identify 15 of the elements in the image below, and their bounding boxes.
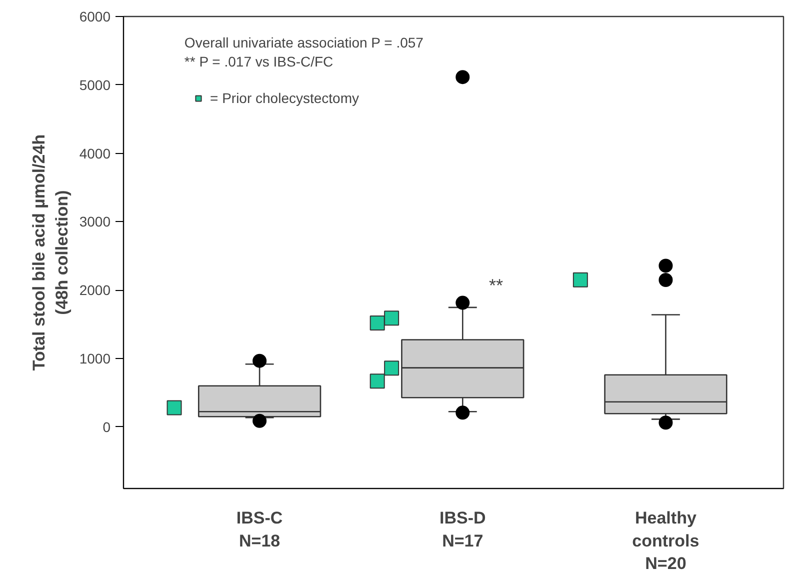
annotation: ** P = .017 vs IBS-C/FC — [184, 53, 334, 70]
x-tick-label: Healthy controls N=20 — [632, 508, 700, 574]
y-tick-label: 5000 — [79, 76, 111, 93]
x-tick-label: IBS-C N=18 — [236, 508, 283, 550]
x-tick-label: IBS-D N=17 — [440, 508, 486, 550]
legend-label: = Prior cholecystectomy — [210, 90, 359, 106]
y-tick-label: 1000 — [79, 350, 111, 367]
y-tick-label: 4000 — [79, 145, 111, 162]
annotation: ** — [489, 276, 504, 296]
y-tick-label: 2000 — [79, 282, 111, 298]
y-axis-title: Total stool bile acid µmol/24h (48h collection) — [30, 134, 72, 371]
y-tick-label: 0 — [102, 418, 111, 435]
annotation: Overall univariate association P = .057 — [184, 34, 424, 50]
y-tick-label: 6000 — [79, 8, 111, 24]
y-tick-label: 3000 — [79, 214, 111, 230]
